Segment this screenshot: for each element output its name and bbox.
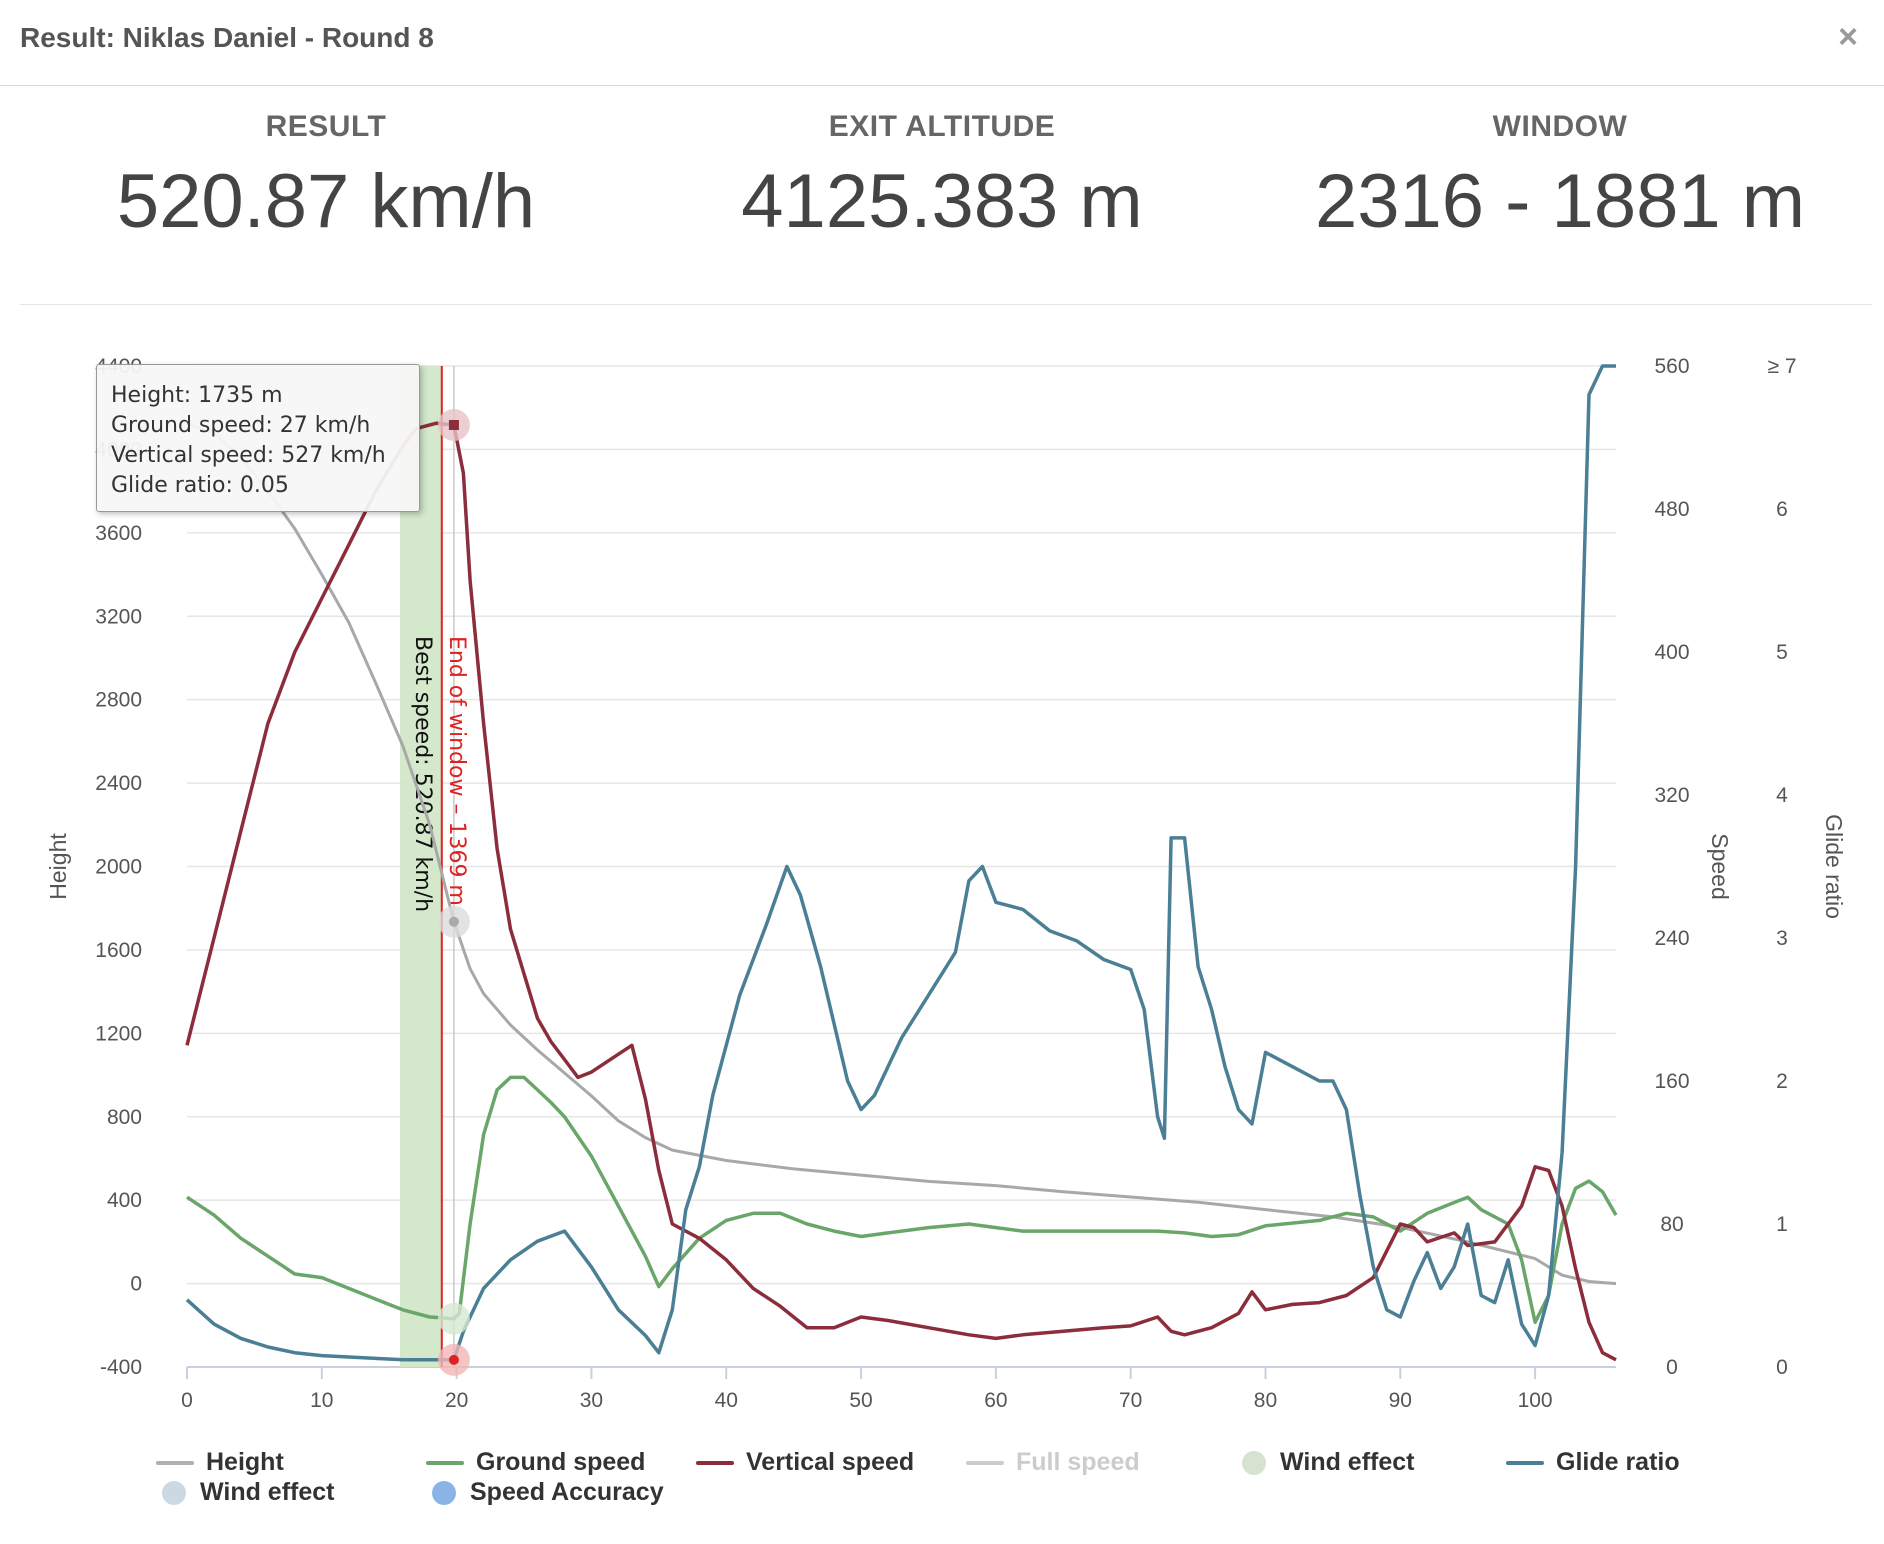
speed-tick-label: 160 — [1654, 1070, 1689, 1093]
legend-label: Height — [206, 1448, 284, 1476]
glide-tick-label: 1 — [1776, 1213, 1788, 1236]
glide-tick-label: 3 — [1776, 927, 1788, 950]
tooltip-ground-speed: Ground speed: 27 km/h — [111, 413, 371, 438]
legend-swatch — [432, 1480, 456, 1505]
stat-value: 520.87 km/h — [116, 159, 536, 244]
speed-tick-label: 560 — [1654, 355, 1689, 378]
modal-header: Result: Niklas Daniel - Round 8 × — [0, 0, 1884, 86]
height-tick-label: 2800 — [95, 689, 142, 712]
stat-value: 2316 - 1881 m — [1314, 159, 1806, 244]
divider — [20, 304, 1872, 305]
speed-tick-label: 320 — [1654, 784, 1689, 807]
height-tick-label: -400 — [100, 1356, 142, 1379]
tooltip-height: Height: 1735 m — [111, 383, 283, 408]
x-tick-label: 100 — [1518, 1389, 1553, 1412]
tooltip-vertical-speed: Vertical speed: 527 km/h — [111, 443, 386, 468]
height-tick-label: 0 — [130, 1273, 142, 1296]
height-tick-label: 800 — [107, 1106, 142, 1129]
height-tick-label: 2000 — [95, 856, 142, 879]
speed-tick-label: 80 — [1660, 1213, 1683, 1236]
tooltip-glide-ratio: Glide ratio: 0.05 — [111, 473, 289, 498]
close-button[interactable]: × — [1838, 18, 1858, 56]
chart-tooltip: Height: 1735 m Ground speed: 27 km/h Ver… — [96, 364, 420, 512]
stat-label: WINDOW — [1492, 110, 1628, 143]
legend-full-speed[interactable]: Full speed — [966, 1448, 1140, 1477]
legend-swatch — [1242, 1450, 1266, 1475]
height-hover-point — [448, 916, 459, 927]
glide-tick-label: 5 — [1776, 641, 1788, 664]
modal-title: Result: Niklas Daniel - Round 8 — [20, 22, 434, 53]
x-tick-label: 70 — [1119, 1389, 1142, 1412]
speed-tick-label: 0 — [1666, 1356, 1678, 1379]
legend-label: Wind effect — [1280, 1448, 1415, 1476]
legend-swatch — [1506, 1460, 1544, 1465]
speed-chart[interactable]: 0 10 20 30 40 50 60 70 80 90 100-40004008001200160… — [0, 330, 1884, 1430]
legend-label: Speed Accuracy — [470, 1478, 664, 1506]
stat-label: EXIT ALTITUDE — [828, 110, 1056, 143]
x-tick-label: 50 — [849, 1389, 872, 1412]
x-tick-label: 40 — [715, 1389, 738, 1412]
legend-wind-effect-green[interactable]: Wind effect — [1236, 1448, 1415, 1477]
glide-ratio-hover-point — [448, 1354, 459, 1365]
glide-tick-label: 6 — [1776, 498, 1788, 521]
x-tick-label: 10 — [310, 1389, 333, 1412]
legend-label: Full speed — [1016, 1448, 1140, 1476]
legend-ground-speed[interactable]: Ground speed — [426, 1448, 645, 1477]
height-axis-title: Height — [45, 833, 71, 900]
ground-speed-hover-halo — [437, 1302, 470, 1335]
speed-tick-label: 480 — [1654, 498, 1689, 521]
height-tick-label: 1200 — [95, 1022, 142, 1045]
x-tick-label: 20 — [445, 1389, 468, 1412]
speed-tick-label: 400 — [1654, 641, 1689, 664]
legend-label: Wind effect — [200, 1478, 335, 1506]
glide-tick-label: 0 — [1776, 1356, 1788, 1379]
glide-tick-label: 2 — [1776, 1070, 1788, 1093]
x-tick-label: 90 — [1389, 1389, 1412, 1412]
legend-glide-ratio[interactable]: Glide ratio — [1506, 1448, 1680, 1477]
stat-value: 4125.383 m — [741, 159, 1143, 244]
legend-swatch — [966, 1460, 1004, 1465]
legend-swatch — [696, 1460, 734, 1465]
end-of-window-label: End of window – 1369 m — [444, 636, 469, 906]
stat-label: RESULT — [265, 110, 387, 143]
series-line-ground-speed — [186, 1075, 1618, 1325]
height-tick-label: 3200 — [95, 605, 142, 628]
legend-height[interactable]: Height — [156, 1448, 284, 1477]
speed-tick-label: 240 — [1654, 927, 1689, 950]
legend-label: Vertical speed — [746, 1448, 915, 1476]
glide-axis-title: Glide ratio — [1821, 814, 1847, 919]
legend-label: Ground speed — [476, 1448, 646, 1476]
x-tick-label: 30 — [580, 1389, 603, 1412]
series-line-glide-ratio — [185, 364, 1616, 1362]
best-speed-band — [400, 366, 442, 1367]
height-tick-label: 1600 — [95, 939, 142, 962]
legend-swatch — [426, 1460, 464, 1465]
series-line-height — [186, 421, 1617, 1286]
stat-exit-altitude: EXIT ALTITUDE 4125.383 m — [632, 110, 1252, 245]
glide-tick-label: 4 — [1776, 784, 1788, 807]
legend-label: Glide ratio — [1556, 1448, 1680, 1476]
legend-vertical-speed[interactable]: Vertical speed — [696, 1448, 914, 1477]
vertical-speed-hover-point — [448, 419, 459, 430]
height-tick-label: 2400 — [95, 772, 142, 795]
legend-speed-accuracy[interactable]: Speed Accuracy — [426, 1478, 664, 1507]
legend-swatch — [156, 1460, 194, 1465]
height-tick-label: 400 — [107, 1189, 142, 1212]
best-speed-label: Best speed: 520.87 km/h — [410, 636, 435, 912]
glide-tick-label: ≥ 7 — [1767, 355, 1796, 378]
chart-legend: Height Ground speed Vertical speed Full … — [150, 1440, 1710, 1520]
result-stats: RESULT 520.87 km/h EXIT ALTITUDE 4125.38… — [0, 110, 1884, 270]
stat-window: WINDOW 2316 - 1881 m — [1250, 110, 1870, 245]
x-tick-label: 80 — [1254, 1389, 1277, 1412]
x-tick-label: 60 — [984, 1389, 1007, 1412]
stat-result: RESULT 520.87 km/h — [16, 110, 636, 245]
legend-swatch — [162, 1480, 186, 1505]
x-tick-label: 0 — [181, 1389, 193, 1412]
height-tick-label: 3600 — [95, 522, 142, 545]
speed-axis-title: Speed — [1707, 833, 1733, 900]
legend-wind-effect-blue[interactable]: Wind effect — [156, 1478, 335, 1507]
series-line-vertical-speed — [185, 421, 1617, 1362]
